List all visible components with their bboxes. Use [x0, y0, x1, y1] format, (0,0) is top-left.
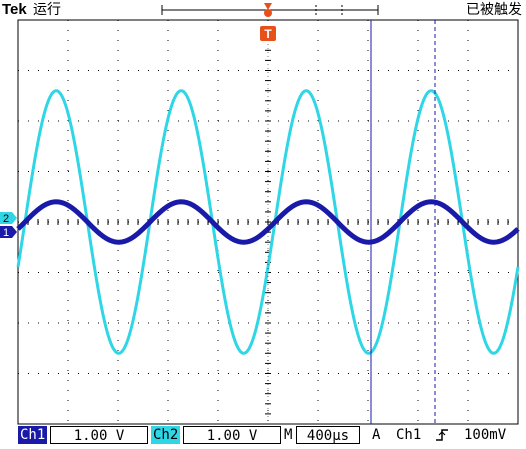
svg-text:2: 2 [3, 213, 9, 225]
ch1-label[interactable]: Ch1 [18, 426, 48, 444]
trigger-mode: A [372, 427, 381, 443]
ch1-scale[interactable]: 1.00 V [50, 426, 148, 444]
ch2-label[interactable]: Ch2 [151, 426, 181, 444]
ch1-ground-marker[interactable]: 1 [0, 226, 17, 239]
svg-text:1: 1 [3, 227, 9, 239]
trigger-point-icon [264, 3, 272, 10]
timebase-label: M [284, 427, 293, 443]
ch2-scale[interactable]: 1.00 V [183, 426, 281, 444]
timebase-value[interactable]: 400µs [296, 426, 360, 444]
ch2-ground-marker[interactable]: 2 [0, 212, 17, 225]
acquisition-status: 运行 [33, 2, 61, 18]
trigger-marker-label: T [264, 27, 272, 41]
trigger-level[interactable]: 100mV [464, 427, 507, 443]
trigger-source[interactable]: Ch1 [396, 427, 422, 443]
brand-logo: Tek [2, 1, 27, 18]
trigger-position-marker[interactable]: T [260, 26, 276, 424]
status-bar: Ch1 1.00 V Ch2 1.00 V M 400µs A Ch1 100m… [0, 426, 526, 444]
trigger-status: 已被触发 [466, 2, 522, 18]
rising-edge-icon [434, 426, 450, 444]
record-view-bar[interactable] [161, 3, 379, 17]
